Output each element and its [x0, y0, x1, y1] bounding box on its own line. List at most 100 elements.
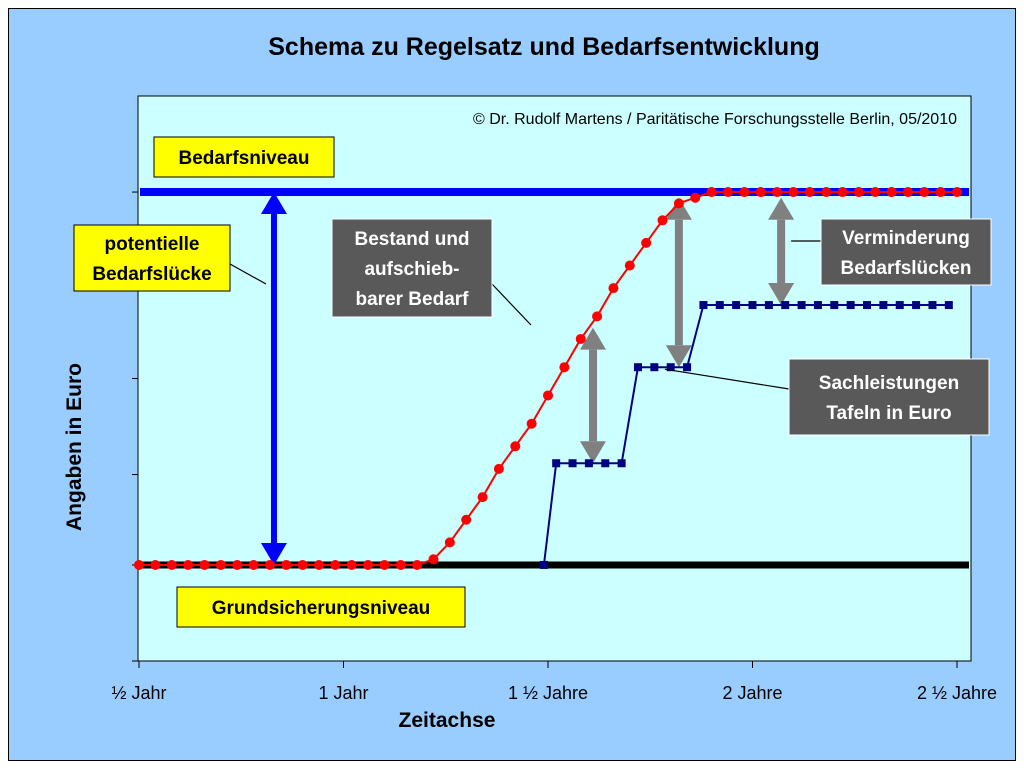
data-point: [715, 301, 724, 310]
data-point: [183, 559, 194, 570]
callout-text: Tafeln in Euro: [826, 403, 951, 424]
data-point: [706, 187, 717, 198]
data-point: [166, 559, 177, 570]
callout-sachleistungen: Sachleistungen Tafeln in Euro: [664, 358, 990, 436]
copyright-note: © Dr. Rudolf Martens / Paritätische Fors…: [473, 111, 957, 128]
data-point: [739, 187, 750, 198]
data-point: [886, 187, 897, 198]
data-point: [650, 363, 659, 372]
data-point: [853, 187, 864, 198]
data-point: [134, 559, 144, 570]
data-point: [683, 363, 692, 372]
x-axis-label: Zeitachse: [399, 709, 496, 732]
x-tick-label: ½ Jahr: [111, 683, 166, 703]
callout-box: [820, 218, 992, 286]
double-arrow-head: [768, 197, 795, 220]
x-tick-label: 2 ½ Jahre: [917, 683, 997, 703]
data-point: [952, 187, 962, 198]
callout-box: [73, 224, 231, 292]
data-point: [895, 301, 904, 310]
double-arrow-head: [260, 192, 287, 215]
data-point: [559, 362, 570, 373]
data-point: [944, 301, 953, 310]
bedarfsniveau-label: Bedarfsniveau: [153, 136, 335, 178]
data-point: [526, 418, 537, 429]
data-point: [879, 301, 888, 310]
data-point: [232, 559, 243, 570]
data-point: [592, 311, 603, 322]
x-tick-label: 2 Jahre: [722, 683, 782, 703]
data-point: [902, 187, 913, 198]
data-point: [330, 559, 341, 570]
chart-frame: Schema zu Regelsatz und Bedarfsentwicklu…: [8, 8, 1016, 761]
callout-text: Bestand und: [354, 229, 469, 250]
data-point: [248, 559, 259, 570]
callout-text: Bedarfslücke: [92, 264, 211, 285]
data-point: [363, 559, 374, 570]
callout-pointer: [664, 368, 790, 390]
data-point: [199, 559, 210, 570]
data-point: [732, 301, 741, 310]
callout-box: [153, 136, 335, 178]
data-point: [797, 301, 806, 310]
data-point: [379, 559, 390, 570]
data-point: [575, 333, 586, 344]
callout-bestand: Bestand und aufschieb-barer Bedarf: [331, 218, 532, 326]
callout-pointer: [491, 283, 532, 326]
data-point: [346, 559, 357, 570]
double-arrow-head: [768, 283, 795, 306]
data-point: [617, 459, 626, 468]
callout-text: Grundsicherungsniveau: [212, 598, 431, 619]
data-point: [837, 187, 848, 198]
data-point: [699, 301, 708, 310]
chart-title: Schema zu Regelsatz und Bedarfsentwicklu…: [268, 33, 820, 61]
data-point: [584, 459, 593, 468]
data-point: [568, 459, 577, 468]
data-point: [804, 187, 815, 198]
data-point: [764, 301, 773, 310]
x-tick-label: 1 Jahr: [318, 683, 368, 703]
data-point: [657, 215, 668, 226]
callout-box: [331, 218, 493, 318]
data-point: [821, 187, 832, 198]
callout-text: Verminderung: [842, 228, 970, 249]
data-point: [150, 559, 161, 570]
data-point: [215, 559, 226, 570]
x-tick-label: 1 ½ Jahre: [508, 683, 588, 703]
data-point: [666, 363, 675, 372]
series: [134, 187, 962, 570]
callout-potentielle-bedarfsluecke: potentielle Bedarfslücke: [73, 224, 267, 292]
data-point: [690, 192, 701, 203]
callout-pointer: [229, 263, 267, 285]
callout-box: [176, 586, 466, 628]
data-point: [813, 301, 822, 310]
callouts: Bedarfsniveau Grundsicherungsniveau potent…: [73, 136, 992, 628]
data-point: [846, 301, 855, 310]
data-point: [748, 301, 757, 310]
callout-text: potentielle: [104, 234, 199, 255]
data-point: [722, 187, 733, 198]
data-point: [543, 390, 553, 401]
double-arrow-head: [260, 542, 287, 565]
data-point: [863, 301, 872, 310]
data-point: [624, 260, 635, 271]
callout-text: Bedarfslücken: [841, 258, 972, 279]
data-point: [870, 187, 881, 198]
data-point: [633, 363, 642, 372]
double-arrow-head: [579, 327, 606, 350]
data-point: [601, 459, 610, 468]
data-point: [461, 514, 472, 525]
data-point: [755, 187, 766, 198]
y-axis-label: Angaben in Euro: [63, 363, 86, 531]
double-arrow-head: [665, 197, 692, 220]
data-point: [673, 198, 684, 209]
data-point: [788, 187, 799, 198]
data-point: [830, 301, 839, 310]
callout-text: aufschieb-: [364, 259, 459, 280]
data-point: [935, 187, 946, 198]
data-point: [772, 187, 783, 198]
data-point: [264, 559, 275, 570]
data-point: [281, 559, 292, 570]
data-point: [313, 559, 324, 570]
chart: Schema zu Regelsatz und Bedarfsentwicklu…: [63, 33, 997, 732]
